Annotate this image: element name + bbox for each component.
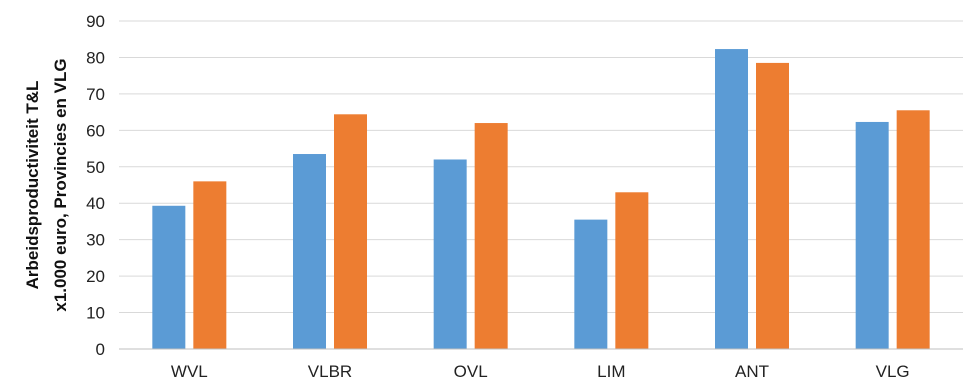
bars [152, 49, 930, 350]
bar-vlg-series-2 [896, 110, 930, 350]
y-tick-label: 90 [86, 12, 105, 31]
x-tick-label-vlg: VLG [876, 362, 910, 381]
y-axis-title: Arbeidsproductiviteit T&L x1.000 euro, P… [23, 58, 70, 311]
bar-vlbr-series-1 [293, 154, 326, 349]
x-tick-label-vlbr: VLBR [308, 362, 352, 381]
y-tick-label: 80 [86, 48, 105, 67]
x-axis-ticks: WVL VLBR OVL LIM ANT VLG [171, 362, 910, 381]
bar-wvl-series-1 [152, 205, 186, 349]
y-tick-label: 0 [96, 340, 105, 359]
y-tick-label: 30 [86, 231, 105, 250]
y-tick-label: 50 [86, 158, 105, 177]
bar-ovl-series-1 [433, 159, 467, 349]
bar-ant-series-1 [715, 49, 748, 349]
y-axis-ticks: 0 10 20 30 40 50 60 70 80 90 [86, 12, 105, 359]
x-tick-label-ovl: OVL [454, 362, 488, 381]
x-tick-label-lim: LIM [597, 362, 625, 381]
y-tick-label: 70 [86, 85, 105, 104]
bar-lim-series-2 [615, 192, 649, 349]
y-tick-label: 60 [86, 121, 105, 140]
bar-vlg-series-1 [855, 121, 889, 349]
bar-ovl-series-2 [474, 123, 508, 350]
y-axis-title-line-2: x1.000 euro, Provincies en VLG [51, 58, 70, 311]
bar-wvl-series-2 [193, 181, 227, 349]
y-axis-title-line-1: Arbeidsproductiviteit T&L [23, 81, 42, 290]
y-tick-label: 40 [86, 194, 105, 213]
bar-vlbr-series-2 [334, 114, 367, 349]
y-tick-label: 20 [86, 267, 105, 286]
gridlines [119, 20, 963, 314]
x-tick-label-ant: ANT [735, 362, 769, 381]
bar-lim-series-1 [574, 219, 608, 349]
y-tick-label: 10 [86, 304, 105, 323]
x-tick-label-wvl: WVL [171, 362, 208, 381]
bar-ant-series-2 [756, 62, 789, 350]
